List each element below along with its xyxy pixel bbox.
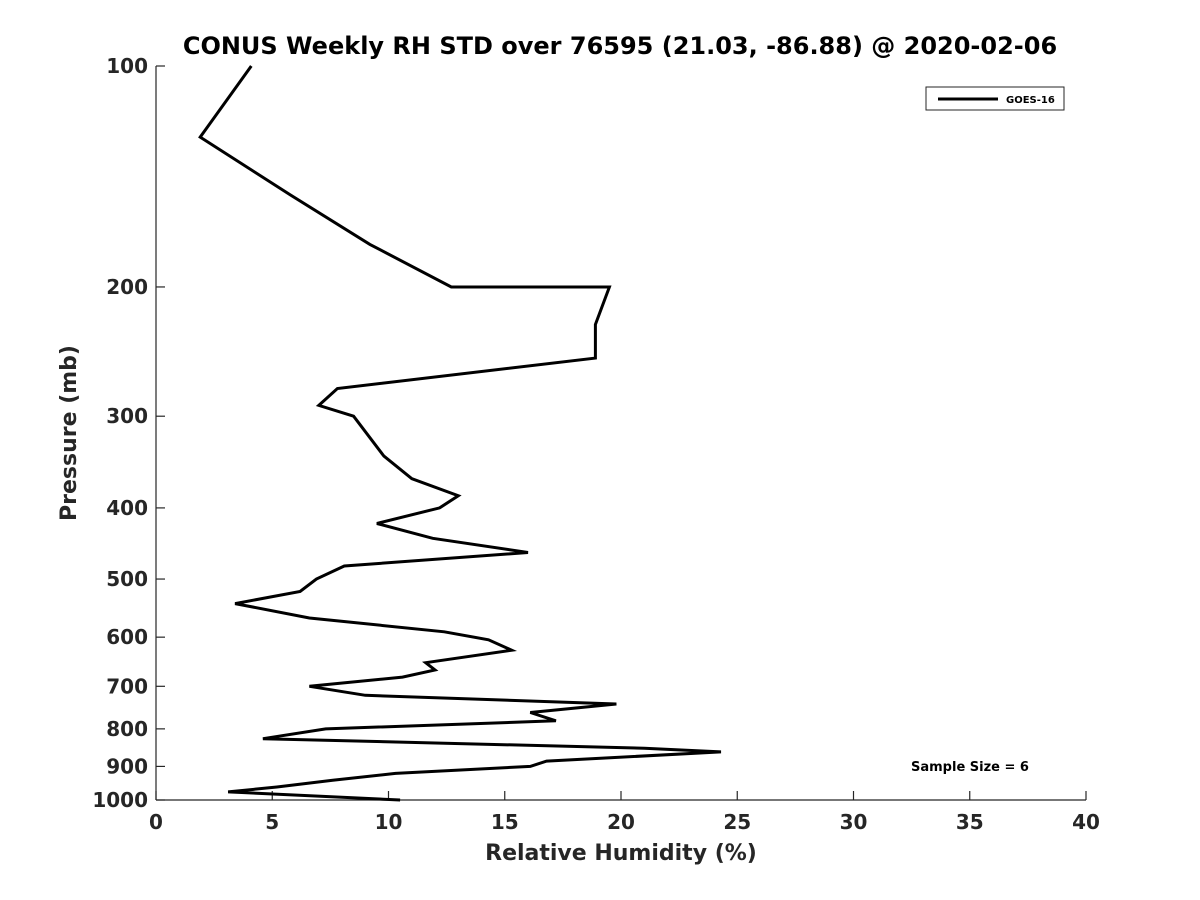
- y-tick-label: 800: [106, 717, 148, 741]
- y-tick-label: 500: [106, 567, 148, 591]
- chart-title: CONUS Weekly RH STD over 76595 (21.03, -…: [183, 32, 1057, 60]
- legend-label-goes16: GOES-16: [1006, 95, 1055, 106]
- x-tick-label: 15: [491, 810, 519, 834]
- x-tick-label: 40: [1072, 810, 1100, 834]
- y-ticks: 100 200 300 400 500 600 700 800 900 1000: [92, 54, 165, 812]
- y-tick-label: 1000: [92, 788, 148, 812]
- y-tick-label: 100: [106, 54, 148, 78]
- legend: GOES-16: [925, 86, 1065, 111]
- x-tick-label: 25: [723, 810, 751, 834]
- series-layer: [198, 65, 722, 802]
- x-tick-label: 10: [375, 810, 403, 834]
- y-axis-label: Pressure (mb): [57, 345, 82, 521]
- series-line-goes16: [198, 65, 722, 802]
- x-ticks: 0 5 10 15 20 25 30 35 40: [149, 791, 1100, 834]
- sample-size-annotation: Sample Size = 6: [911, 760, 1029, 775]
- y-tick-label: 900: [106, 754, 148, 778]
- y-tick-label: 200: [106, 275, 148, 299]
- y-tick-label: 300: [106, 404, 148, 428]
- x-tick-label: 20: [607, 810, 635, 834]
- x-tick-label: 35: [956, 810, 984, 834]
- y-tick-label: 400: [106, 496, 148, 520]
- plot-axes: [155, 66, 1086, 801]
- x-tick-label: 5: [265, 810, 279, 834]
- y-tick-label: 700: [106, 674, 148, 698]
- y-tick-label: 600: [106, 625, 148, 649]
- x-axis-label: Relative Humidity (%): [485, 841, 757, 866]
- x-tick-label: 0: [149, 810, 163, 834]
- x-tick-label: 30: [840, 810, 868, 834]
